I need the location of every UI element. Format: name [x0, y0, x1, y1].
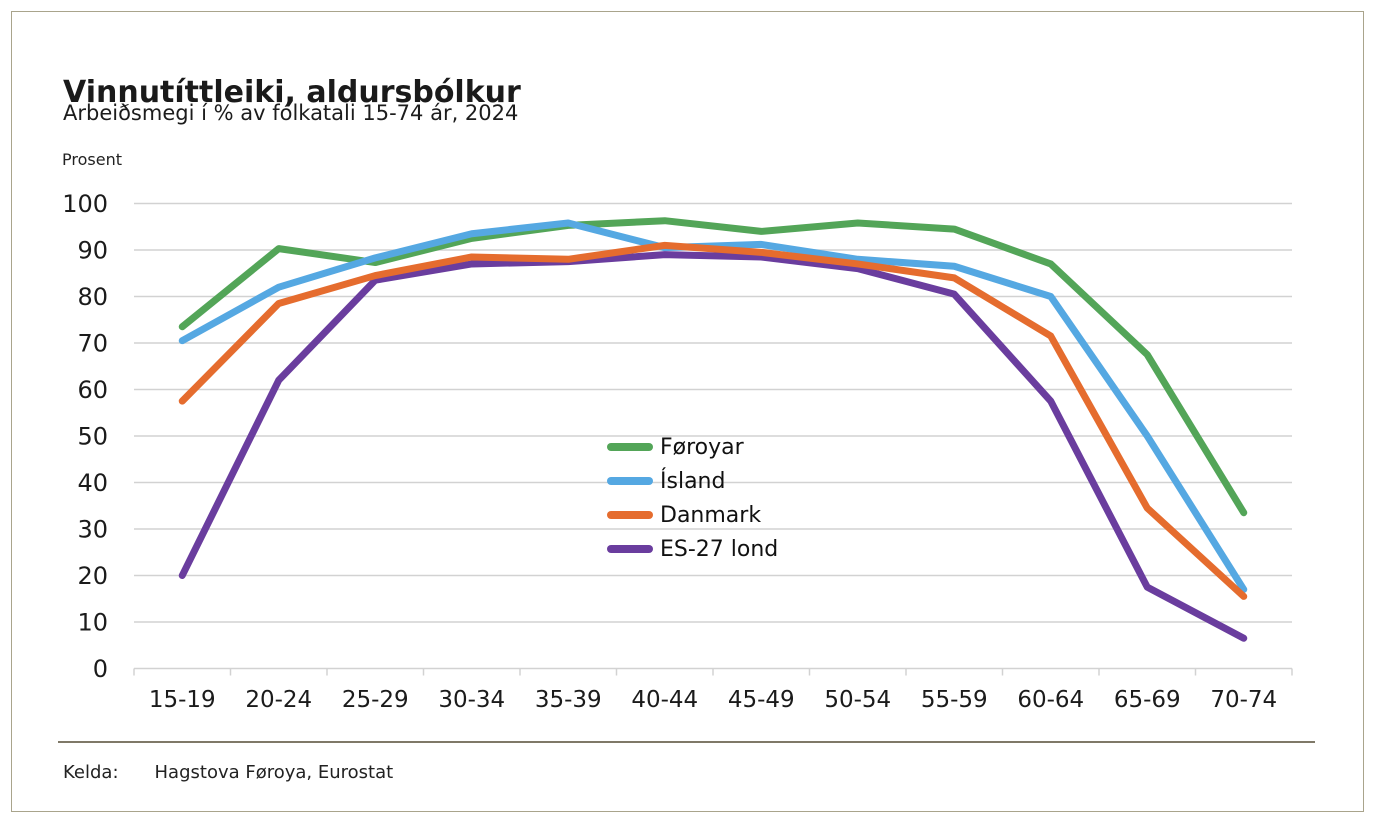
- y-axis-tick-label: 0: [93, 655, 108, 683]
- chart-title: Vinnutíttleiki, aldursbólkur: [63, 75, 521, 111]
- x-axis-tick-label: 40-44: [631, 687, 698, 713]
- series-line-es-27-lond: [178, 251, 1248, 642]
- y-axis-tick-label: 100: [62, 190, 108, 218]
- y-axis-tick-label: 70: [77, 330, 108, 358]
- x-axis-tick-label: 60-64: [1017, 687, 1084, 713]
- legend-label: Føroyar: [660, 434, 744, 460]
- legend-item-f-royar[interactable]: Føroyar: [607, 430, 778, 464]
- x-axis-tick-label: 15-19: [149, 687, 216, 713]
- legend-swatch: [607, 511, 653, 519]
- legend-label: ES-27 lond: [660, 536, 779, 562]
- x-axis-tick-label: 20-24: [245, 687, 312, 713]
- y-axis-tick-label: 40: [77, 469, 108, 497]
- x-axis-tick-label: 45-49: [728, 687, 795, 713]
- source-label: Kelda:: [63, 762, 119, 783]
- source-line: Kelda: Hagstova Føroya, Eurostat: [63, 762, 393, 783]
- legend-swatch: [607, 477, 653, 485]
- legend-swatch: [607, 443, 653, 451]
- chart-legend: Føroyar Ísland Danmark ES-27 lond: [607, 430, 778, 566]
- legend-swatch: [607, 545, 653, 553]
- legend-label: Ísland: [660, 468, 726, 494]
- y-axis-tick-label: 60: [77, 376, 108, 404]
- x-axis-tick-label: 25-29: [342, 687, 409, 713]
- legend-label: Danmark: [660, 502, 762, 528]
- y-axis-tick-label: 50: [77, 423, 108, 451]
- legend-item-es-27-lond[interactable]: ES-27 lond: [607, 532, 778, 566]
- y-axis-tick-label: 20: [77, 562, 108, 590]
- x-axis-tick-label: 35-39: [535, 687, 602, 713]
- x-axis-tick-label: 55-59: [921, 687, 988, 713]
- series-line-danmark: [178, 241, 1248, 600]
- x-axis-tick-label: 70-74: [1210, 687, 1277, 713]
- y-axis-unit-label: Prosent: [62, 150, 122, 169]
- x-axis-tick-label: 50-54: [824, 687, 891, 713]
- legend-item-danmark[interactable]: Danmark: [607, 498, 778, 532]
- footer-divider: [58, 741, 1315, 743]
- chart-subtitle: Arbeiðsmegi í % av fólkatali 15-74 ár, 2…: [63, 101, 519, 125]
- y-axis-tick-label: 30: [77, 516, 108, 544]
- y-axis-tick-label: 90: [77, 237, 108, 265]
- y-axis-tick-label: 10: [77, 609, 108, 637]
- x-axis-tick-label: 65-69: [1114, 687, 1181, 713]
- x-axis-tick-label: 30-34: [438, 687, 505, 713]
- legend-item--sland[interactable]: Ísland: [607, 464, 778, 498]
- y-axis-tick-label: 80: [77, 283, 108, 311]
- source-text: Hagstova Føroya, Eurostat: [154, 762, 394, 783]
